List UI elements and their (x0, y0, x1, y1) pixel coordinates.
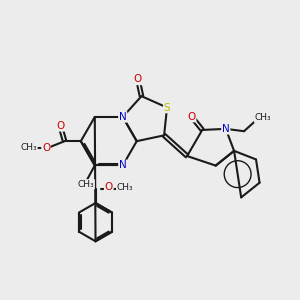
Text: CH₃: CH₃ (255, 113, 271, 122)
Text: O: O (56, 121, 64, 131)
Text: O: O (42, 142, 50, 153)
Text: CH₃: CH₃ (117, 183, 133, 192)
Text: CH₃: CH₃ (20, 142, 37, 152)
Text: CH₃: CH₃ (78, 180, 94, 189)
Text: N: N (119, 160, 127, 170)
Text: O: O (188, 112, 196, 122)
Text: S: S (164, 103, 170, 112)
Text: O: O (105, 182, 113, 192)
Text: N: N (119, 112, 127, 122)
Text: N: N (222, 124, 230, 134)
Text: O: O (134, 74, 142, 85)
